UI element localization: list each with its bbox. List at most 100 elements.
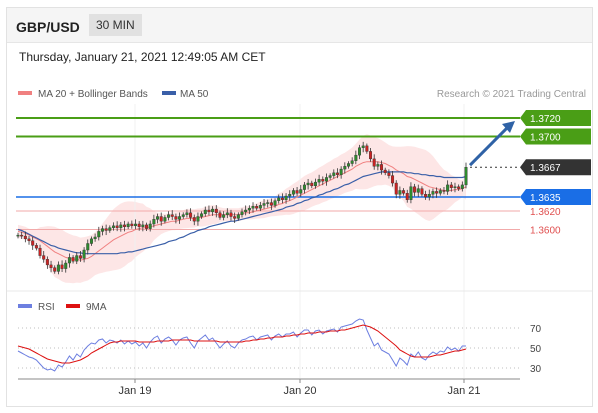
candle-body	[247, 207, 251, 211]
candle	[89, 236, 93, 246]
candle	[310, 180, 314, 189]
candle	[394, 180, 398, 199]
candle-body	[134, 223, 137, 227]
candle	[56, 261, 60, 275]
candle-body	[222, 214, 226, 218]
candle	[34, 243, 38, 251]
candle	[67, 253, 71, 268]
candle-body	[236, 214, 240, 219]
candle-body	[335, 172, 339, 175]
candle	[111, 222, 115, 231]
candle	[159, 212, 163, 226]
candle-body	[380, 164, 384, 171]
candle	[64, 260, 68, 273]
candle-body	[369, 151, 373, 160]
level-badge-pivot: 1.3635	[520, 189, 591, 205]
candle-body	[20, 234, 24, 237]
candle	[427, 189, 431, 201]
level-badge-resistance: 1.3700	[520, 128, 591, 145]
candle	[416, 184, 420, 197]
candle-body	[277, 197, 281, 201]
candle-body	[420, 188, 424, 195]
candle	[45, 256, 49, 269]
candle	[20, 231, 24, 239]
level-badge-bg	[520, 109, 591, 126]
candle	[284, 193, 288, 204]
candle-body	[189, 212, 193, 218]
candle	[339, 166, 343, 179]
candle	[244, 205, 248, 216]
timeframe-badge[interactable]: 30 MIN	[89, 14, 142, 36]
candle	[302, 182, 306, 194]
candle	[148, 220, 152, 232]
candle-body	[402, 190, 406, 194]
candle	[313, 178, 317, 189]
candle	[240, 208, 244, 218]
symbol-title: GBP/USD	[16, 19, 80, 35]
candle-body	[78, 255, 82, 259]
candle	[321, 176, 325, 186]
legend-9ma-swatch	[66, 304, 80, 308]
research-credit: Research © 2021 Trading Central	[437, 89, 586, 100]
candle-body	[170, 214, 174, 217]
candle-body	[438, 190, 442, 194]
candle	[185, 209, 189, 218]
candle-body	[394, 182, 398, 195]
candle-body	[464, 167, 468, 186]
level-badge-bg	[520, 128, 591, 145]
candle	[361, 141, 365, 153]
candle	[335, 168, 339, 179]
candle	[218, 210, 222, 220]
price-grid	[134, 104, 465, 378]
candle	[141, 220, 145, 232]
candle	[369, 147, 373, 162]
candle	[277, 194, 281, 204]
candle-body	[104, 228, 108, 231]
candle	[97, 226, 101, 241]
candle-body	[449, 184, 453, 188]
level-badge-current: 1.3667	[520, 159, 591, 176]
level-badge-resistance: 1.3720	[520, 109, 591, 126]
x-axis: Jan 19 Jan 20 Jan 21	[18, 378, 520, 397]
legend-ma20-swatch	[18, 91, 32, 95]
legend-ma50-label: MA 50	[180, 89, 209, 100]
candle-body	[60, 264, 64, 269]
candle-body	[126, 223, 130, 227]
candle	[170, 210, 174, 220]
candle	[247, 205, 251, 215]
candle	[354, 150, 358, 165]
candle-body	[262, 203, 266, 206]
level-badge-bg	[520, 189, 591, 205]
candle	[372, 154, 376, 170]
candle	[324, 173, 328, 186]
candle	[424, 190, 428, 200]
candle-body	[137, 223, 141, 227]
candle	[251, 202, 255, 213]
candle-body	[218, 212, 222, 218]
candle-body	[82, 249, 86, 259]
candle-body	[141, 224, 145, 227]
candle-body	[185, 212, 189, 215]
candle-body	[266, 202, 270, 204]
candle-body	[145, 224, 149, 229]
level-badge-text: 1.3720	[530, 114, 561, 125]
level-badge-text: 1.3667	[530, 163, 561, 174]
price-levels	[16, 116, 520, 231]
rsi-tick-label: 70	[530, 324, 542, 335]
candle-body	[100, 228, 104, 232]
candle	[53, 265, 57, 274]
candle	[273, 198, 277, 208]
forecast-arrow-head	[502, 120, 515, 133]
candle	[27, 235, 31, 245]
candle	[196, 212, 200, 226]
candle	[156, 213, 160, 224]
candle-body	[240, 211, 244, 215]
candle	[255, 203, 259, 211]
candle	[295, 187, 299, 197]
candle	[236, 212, 240, 221]
candle-body	[273, 200, 277, 206]
candle-body	[192, 217, 196, 222]
candle-body	[156, 216, 160, 220]
rsi-tick-label: 30	[530, 364, 542, 375]
